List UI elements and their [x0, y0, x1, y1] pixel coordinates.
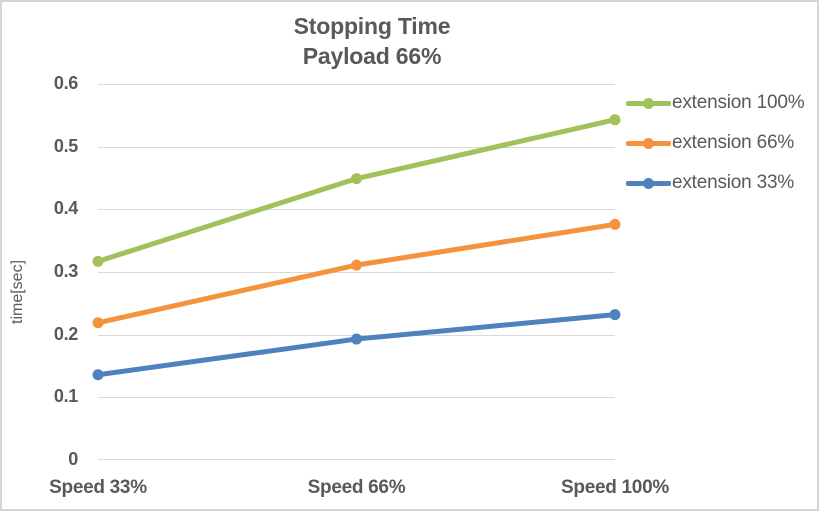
- chart-title: Stopping Time Payload 66%: [22, 11, 722, 71]
- y-tick-label: 0.2: [53, 323, 78, 344]
- legend-label: extension 100%: [672, 92, 805, 113]
- series-lines: [92, 114, 621, 381]
- y-tick-label: 0.4: [53, 198, 78, 219]
- legend-item: extension 100%: [626, 92, 805, 114]
- legend-key-marker-icon: [643, 177, 654, 189]
- legend-key-line-icon: [626, 177, 671, 189]
- data-point-marker: [351, 173, 362, 185]
- y-tick-label: 0.3: [53, 261, 78, 281]
- gridline: [98, 146, 615, 148]
- legend-key-line-icon: [626, 97, 671, 109]
- gridline: [98, 209, 615, 211]
- series-line: [95, 312, 618, 378]
- legend-key-marker-icon: [643, 97, 654, 109]
- data-point-marker: [92, 369, 104, 381]
- legend-key-marker-icon: [643, 137, 654, 149]
- x-category-label: Speed 33%: [49, 477, 147, 498]
- legend-item: extension 33%: [626, 172, 794, 194]
- gridline: [98, 397, 615, 399]
- y-axis-title: time[sec]: [9, 260, 26, 325]
- legend-key-line-icon: [626, 137, 671, 149]
- data-point-marker: [609, 309, 621, 321]
- series-line: [95, 117, 618, 264]
- y-tick-label: 0.6: [53, 73, 78, 93]
- chart-title-line1: Stopping Time: [293, 13, 451, 39]
- data-point-marker: [92, 255, 104, 267]
- data-point-marker: [609, 114, 621, 126]
- gridline: [98, 459, 615, 460]
- data-point-marker: [609, 218, 621, 230]
- gridline: [98, 272, 615, 273]
- chart-title-line2: Payload 66%: [302, 43, 442, 69]
- data-point-marker: [92, 317, 104, 329]
- legend-item: extension 66%: [626, 132, 794, 154]
- x-category-label: Speed 100%: [561, 477, 669, 498]
- plot-area: [92, 84, 621, 460]
- gridline: [98, 84, 615, 85]
- y-tick-label: 0.5: [53, 135, 78, 156]
- legend-label: extension 66%: [672, 132, 795, 153]
- x-category-label: Speed 66%: [307, 477, 406, 498]
- data-point-marker: [351, 259, 362, 271]
- y-tick-label: 0.1: [53, 386, 78, 407]
- data-point-marker: [351, 333, 362, 345]
- y-tick-label: 0: [68, 449, 78, 469]
- legend-label: extension 33%: [672, 172, 795, 193]
